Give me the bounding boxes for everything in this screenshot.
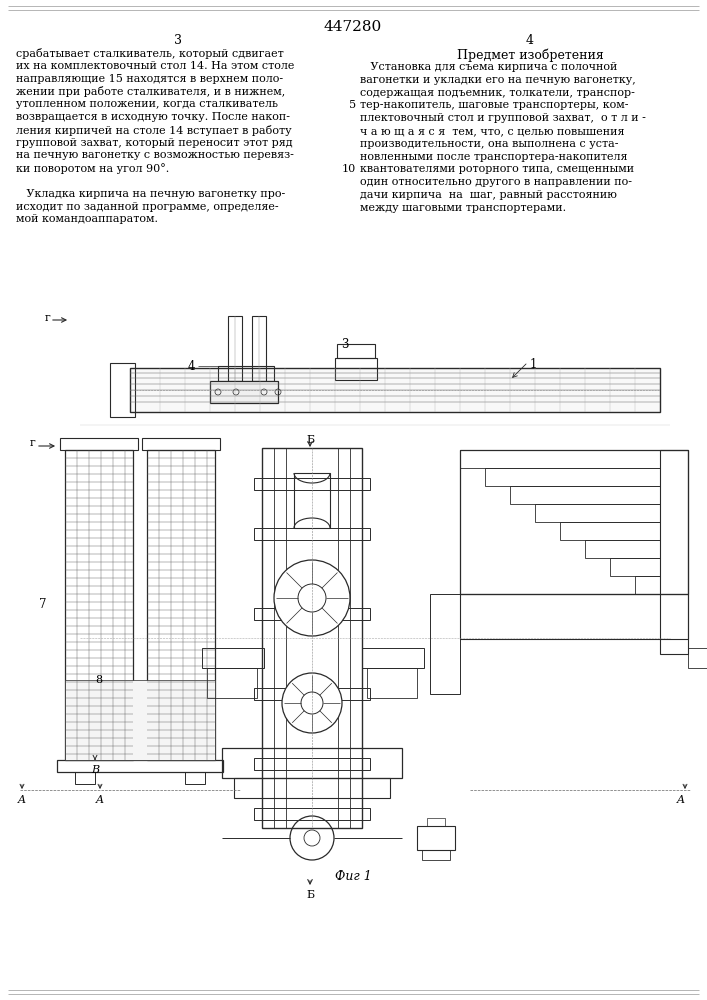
Bar — [460, 450, 688, 594]
Text: возвращается в исходную точку. После накоп-: возвращается в исходную точку. После нак… — [16, 112, 290, 122]
Text: утопленном положении, когда сталкиватель: утопленном положении, когда сталкиватель — [16, 99, 278, 109]
Bar — [222, 748, 402, 778]
Text: производительности, она выполнена с уста-: производительности, она выполнена с уста… — [360, 139, 619, 149]
Bar — [422, 850, 450, 860]
Circle shape — [274, 560, 350, 636]
Text: Фиг 1: Фиг 1 — [334, 870, 371, 883]
Text: дачи кирпича  на  шаг, равный расстоянию: дачи кирпича на шаг, равный расстоянию — [360, 190, 617, 200]
Bar — [228, 316, 242, 381]
Text: Б: Б — [306, 890, 314, 900]
Bar — [430, 594, 460, 694]
Bar — [585, 540, 660, 558]
Bar — [560, 522, 660, 540]
Text: 4: 4 — [187, 360, 195, 372]
Bar — [362, 648, 424, 668]
Bar — [688, 648, 707, 668]
Bar — [202, 648, 264, 668]
Text: B: B — [91, 765, 99, 775]
Bar — [65, 680, 215, 760]
Text: тер-накопитель, шаговые транспортеры, ком-: тер-накопитель, шаговые транспортеры, ко… — [360, 100, 629, 110]
Bar — [252, 316, 266, 381]
Text: A: A — [96, 795, 104, 805]
Text: г: г — [30, 438, 36, 448]
Text: Б: Б — [306, 435, 314, 445]
Text: A: A — [18, 795, 26, 805]
Bar — [60, 438, 138, 450]
Bar — [234, 778, 390, 798]
Text: A: A — [677, 795, 685, 805]
Bar — [207, 668, 257, 698]
Text: направляющие 15 находятся в верхнем поло-: направляющие 15 находятся в верхнем поло… — [16, 74, 283, 84]
Bar — [660, 450, 688, 654]
Bar — [367, 668, 417, 698]
Text: 10: 10 — [341, 164, 356, 174]
Bar — [635, 576, 660, 594]
Text: ч а ю щ а я с я  тем, что, с целью повышения: ч а ю щ а я с я тем, что, с целью повыше… — [360, 126, 624, 136]
Text: 4: 4 — [526, 34, 534, 47]
Text: новленными после транспортера-накопителя: новленными после транспортера-накопителя — [360, 152, 628, 162]
Bar — [274, 448, 286, 828]
Bar — [338, 448, 350, 828]
Text: Предмет изобретения: Предмет изобретения — [457, 48, 603, 62]
Text: плектовочный стол и групповой захват,  о т л и -: плектовочный стол и групповой захват, о … — [360, 113, 646, 123]
Text: вагонетки и укладки его на печную вагонетку,: вагонетки и укладки его на печную вагоне… — [360, 75, 636, 85]
Text: 447280: 447280 — [324, 20, 382, 34]
Text: г: г — [45, 313, 51, 323]
Bar — [262, 448, 362, 828]
Text: срабатывает сталкиватель, который сдвигает: срабатывает сталкиватель, который сдвига… — [16, 48, 284, 59]
Bar — [254, 688, 370, 700]
Text: Установка для съема кирпича с полочной: Установка для съема кирпича с полочной — [360, 62, 617, 72]
Bar — [337, 344, 375, 358]
Text: их на комплектовочный стол 14. На этом столе: их на комплектовочный стол 14. На этом с… — [16, 61, 294, 71]
Text: групповой захват, который переносит этот ряд: групповой захват, который переносит этот… — [16, 138, 293, 148]
Bar — [110, 363, 135, 417]
Bar — [254, 758, 370, 770]
Text: квантователями роторного типа, смещенными: квантователями роторного типа, смещенным… — [360, 164, 634, 174]
Text: 5: 5 — [349, 100, 356, 110]
Text: один относительно другого в направлении по-: один относительно другого в направлении … — [360, 177, 632, 187]
Bar — [254, 608, 370, 620]
Bar — [535, 504, 660, 522]
Text: Укладка кирпича на печную вагонетку про-: Укладка кирпича на печную вагонетку про- — [16, 189, 285, 199]
Bar — [147, 450, 215, 760]
Text: мой командоаппаратом.: мой командоаппаратом. — [16, 214, 158, 224]
Text: ки поворотом на угол 90°.: ки поворотом на угол 90°. — [16, 163, 169, 174]
Text: 7: 7 — [40, 598, 47, 611]
Text: 1: 1 — [530, 358, 537, 371]
Bar — [210, 381, 278, 403]
Bar — [185, 772, 205, 784]
Circle shape — [282, 673, 342, 733]
Text: 8: 8 — [95, 675, 102, 685]
Bar — [417, 826, 455, 850]
Bar — [254, 478, 370, 490]
Bar — [75, 772, 95, 784]
Text: исходит по заданной программе, определяе-: исходит по заданной программе, определяе… — [16, 202, 279, 212]
Text: содержащая подъемник, толкатели, транспор-: содержащая подъемник, толкатели, транспо… — [360, 88, 635, 98]
Bar — [254, 808, 370, 820]
Bar — [218, 366, 274, 381]
Text: 3: 3 — [341, 338, 349, 351]
Bar — [130, 368, 660, 412]
Text: 3: 3 — [174, 34, 182, 47]
Text: на печную вагонетку с возможностью перевяз-: на печную вагонетку с возможностью перев… — [16, 150, 294, 160]
Bar — [65, 450, 133, 760]
Bar — [294, 473, 330, 528]
Bar — [335, 358, 377, 380]
Text: между шаговыми транспортерами.: между шаговыми транспортерами. — [360, 203, 566, 213]
Bar — [485, 468, 660, 486]
Bar — [510, 486, 660, 504]
Text: ления кирпичей на столе 14 вступает в работу: ления кирпичей на столе 14 вступает в ра… — [16, 125, 291, 136]
Bar — [254, 528, 370, 540]
Bar — [142, 438, 220, 450]
Bar — [460, 594, 688, 639]
Bar — [427, 818, 445, 826]
Bar — [460, 450, 660, 468]
Bar — [57, 760, 223, 772]
Bar — [610, 558, 660, 576]
Text: жении при работе сталкивателя, и в нижнем,: жении при работе сталкивателя, и в нижне… — [16, 86, 285, 97]
